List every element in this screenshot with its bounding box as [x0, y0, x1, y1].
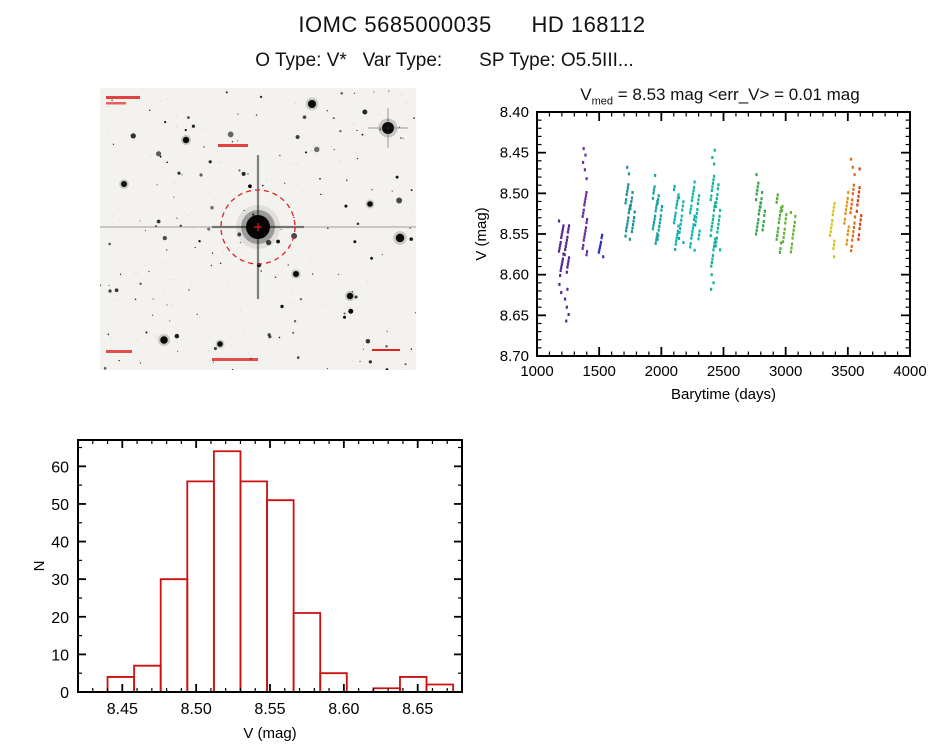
lightcurve-scatter-plot: 1000 1500 2000 2500 3000 3500 4000 8.40 8.45 8.50…	[473, 104, 927, 403]
data-cluster	[843, 191, 850, 246]
data-cluster	[677, 196, 685, 245]
red-annotation-left	[106, 350, 132, 353]
svg-text:1000: 1000	[520, 363, 553, 380]
vmed-subscript: med	[591, 95, 614, 108]
svg-text:8.60: 8.60	[328, 701, 359, 718]
svg-text:4000: 4000	[893, 363, 926, 380]
red-annotation-name	[218, 144, 248, 147]
data-cluster	[709, 148, 717, 291]
svg-text:8.50: 8.50	[181, 701, 212, 718]
red-annotation-survey	[106, 96, 140, 99]
svg-text:8.45: 8.45	[500, 145, 529, 162]
red-aperture-circle	[220, 189, 296, 265]
data-cluster	[557, 219, 565, 295]
histogram-bars	[106, 450, 455, 692]
svg-text:8.65: 8.65	[402, 701, 433, 718]
data-cluster	[597, 233, 605, 259]
svg-text:8.70: 8.70	[500, 348, 529, 365]
data-cluster	[714, 183, 722, 252]
vmed-value-text: = 8.53 mag <err_V> = 0.01 mag	[613, 85, 860, 104]
data-cluster	[775, 193, 783, 254]
finder-chart-image	[100, 88, 416, 370]
image-noise	[100, 90, 416, 370]
svg-text:N: N	[31, 561, 48, 572]
svg-text:8.50: 8.50	[500, 185, 529, 202]
data-cluster	[624, 165, 632, 241]
svg-text:Barytime (days): Barytime (days)	[671, 386, 776, 403]
data-cluster	[689, 180, 696, 252]
svg-text:8.40: 8.40	[500, 104, 529, 121]
data-cluster	[849, 157, 857, 253]
svg-text:2500: 2500	[707, 363, 740, 380]
svg-text:V (mag): V (mag)	[473, 207, 490, 260]
svg-text:20: 20	[51, 610, 69, 627]
object-type-subtitle: O Type: V* Var Type: SP Type: O5.5III...	[255, 50, 634, 71]
data-cluster	[694, 194, 701, 241]
histogram-axes	[77, 439, 463, 693]
svg-text:30: 30	[51, 572, 69, 589]
red-overlay	[106, 96, 400, 361]
data-cluster	[563, 224, 571, 323]
data-cluster	[581, 147, 589, 257]
svg-text:V (mag): V (mag)	[243, 725, 296, 742]
svg-text:3500: 3500	[831, 363, 864, 380]
data-cluster	[656, 194, 664, 241]
data-cluster	[828, 201, 836, 259]
svg-text:8.65: 8.65	[500, 307, 529, 324]
data-cluster	[755, 173, 762, 236]
svg-text:8.55: 8.55	[254, 701, 285, 718]
svg-text:8.55: 8.55	[500, 226, 529, 243]
page-title: IOMC 5685000035 HD 168112	[298, 12, 646, 37]
lightcurve-stats-title: Vmed = 8.53 mag <err_V> = 0.01 mag	[500, 85, 940, 107]
svg-text:60: 60	[51, 459, 69, 476]
svg-text:8.45: 8.45	[107, 701, 138, 718]
svg-text:50: 50	[51, 497, 69, 514]
svg-text:8.60: 8.60	[500, 267, 529, 284]
svg-text:3000: 3000	[769, 363, 802, 380]
data-cluster	[629, 191, 636, 234]
data-cluster	[672, 184, 680, 251]
scatter-axes	[536, 111, 911, 357]
svg-text:0: 0	[60, 685, 69, 702]
data-cluster	[789, 210, 797, 254]
magnitude-histogram-plot: 8.45 8.50 8.55 8.60 8.65 0 10 20 30 40 50 60 V (mag)…	[31, 439, 463, 742]
scatter-points	[557, 147, 863, 323]
data-cluster	[855, 167, 863, 241]
svg-text:2000: 2000	[645, 363, 678, 380]
data-cluster	[759, 191, 766, 232]
svg-text:1500: 1500	[582, 363, 615, 380]
svg-text:10: 10	[51, 647, 69, 664]
scatter-axis-labels: 1000 1500 2000 2500 3000 3500 4000 8.40 8.45 8.50…	[473, 104, 927, 403]
vmed-symbol: V	[580, 85, 592, 104]
svg-text:40: 40	[51, 535, 69, 552]
histogram-axis-labels: 8.45 8.50 8.55 8.60 8.65 0 10 20 30 40 50 60 V (mag)…	[31, 459, 433, 742]
data-cluster	[780, 204, 788, 244]
red-annotation-coords	[212, 358, 258, 361]
